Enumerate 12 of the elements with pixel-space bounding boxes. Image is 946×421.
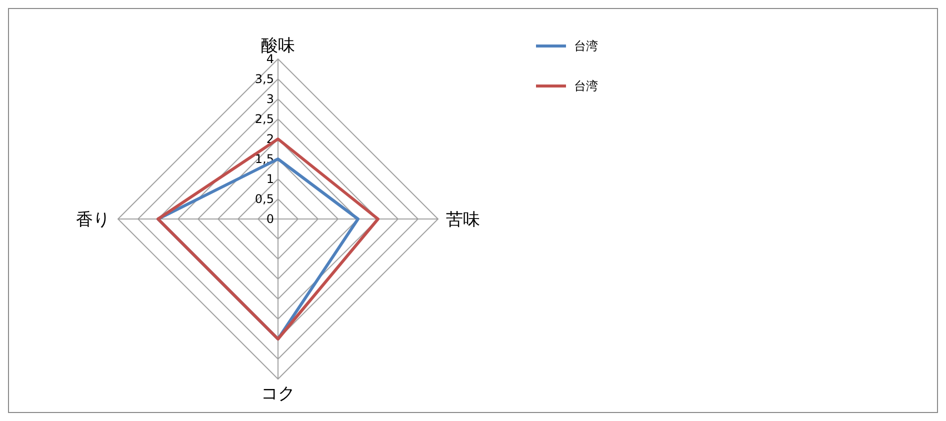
y-tick-label: 4 <box>266 52 274 66</box>
spoke-label: コク <box>261 384 295 404</box>
y-tick-label: 1 <box>266 172 274 186</box>
spoke-label: 苦味 <box>446 210 480 230</box>
y-tick-label: 3 <box>266 92 274 106</box>
y-tick-label: 2,5 <box>254 112 274 126</box>
legend-label: 台湾 <box>574 79 598 93</box>
y-tick-label: 0 <box>266 212 274 226</box>
spoke-label: 香り <box>76 210 110 230</box>
y-tick-label: 3,5 <box>254 72 274 86</box>
y-tick-label: 0,5 <box>254 192 274 206</box>
legend-label: 台湾 <box>574 39 598 53</box>
